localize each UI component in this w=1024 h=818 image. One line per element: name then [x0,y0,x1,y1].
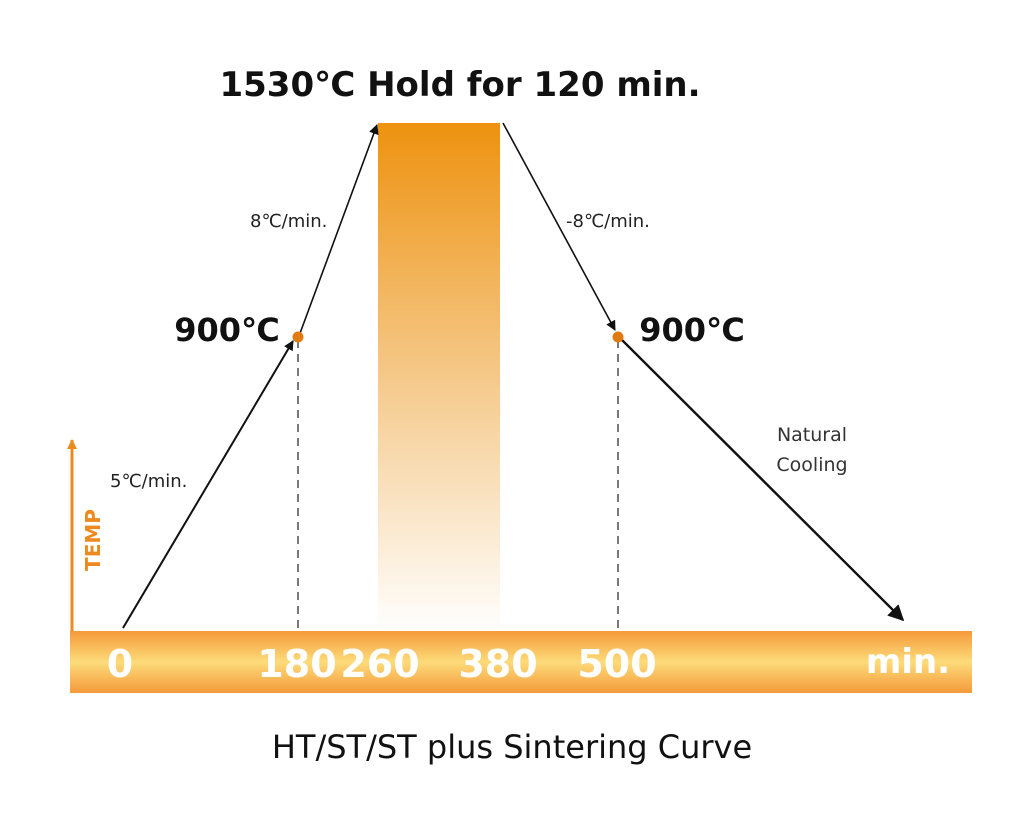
tick-label-180: 180 [257,642,336,686]
tick-label-380: 380 [458,642,537,686]
point-900-left [292,331,304,343]
natural-cooling-segment [619,337,905,622]
natural-cooling-label-1: Natural [777,424,847,446]
natural-cooling-label-2: Cooling [776,454,847,476]
hold-label: 1530℃ Hold for 120 min. [219,65,700,105]
tick-label-500: 500 [577,642,656,686]
point-900-right [612,331,624,343]
hold-period-bar [378,123,500,633]
tick-label-260: 260 [340,642,419,686]
time-unit-label: min. [866,642,950,682]
left-point-label: 900℃ [174,311,280,349]
tick-label-0: 0 [107,642,133,686]
temp-axis-label: TEMP [81,509,105,571]
chart-title: HT/ST/ST plus Sintering Curve [272,728,752,766]
ramp1-segment [122,340,294,629]
right-point-label: 900℃ [639,311,745,349]
cool1-segment [502,122,616,331]
cool1-rate-label: -8℃/min. [566,211,650,232]
ramp1-rate-label: 5℃/min. [110,471,187,492]
time-axis-bar [70,631,972,693]
ramp2-segment [298,124,379,337]
ramp2-rate-label: 8℃/min. [250,211,327,232]
